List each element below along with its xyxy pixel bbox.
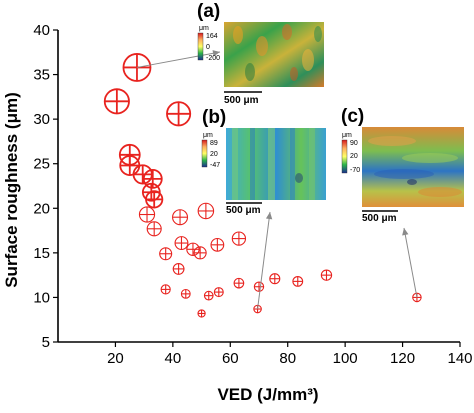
x-tick-label: 60 (222, 350, 239, 367)
inset-arrow (402, 227, 418, 298)
inset-c-cbar-max: 90 (350, 140, 358, 147)
x-tick-label: 80 (279, 350, 296, 367)
inset-arrows (136, 50, 418, 310)
data-point (172, 209, 189, 226)
data-point (193, 246, 207, 260)
data-point (174, 236, 189, 251)
axes (53, 29, 461, 347)
x-tick-label: 40 (165, 350, 182, 367)
y-tick-label: 15 (33, 245, 50, 262)
data-point (138, 206, 156, 223)
inset-c-cbar-mid: 20 (350, 153, 358, 160)
inset-c: (c) μm 90 20 -70 500 μm (341, 106, 464, 224)
inset-a-surface-image (224, 22, 324, 87)
inset-b-label: (b) (202, 107, 226, 128)
inset-b-unit: μm (203, 132, 213, 139)
data-point (253, 281, 265, 292)
inset-b-colorbar (201, 139, 208, 168)
inset-a-unit: μm (199, 25, 209, 32)
inset-a-cbar-mid: 0 (206, 44, 210, 51)
y-axis-title: Surface roughness (μm) (2, 92, 21, 288)
y-tick-label: 40 (33, 22, 50, 39)
inset-b-scale-label: 500 μm (226, 205, 261, 216)
data-point (186, 242, 200, 257)
tick-labels: 20 40 60 80 100 120 140 5 10 15 20 25 30 35 40 (33, 22, 472, 367)
x-tick-label: 120 (390, 350, 415, 367)
inset-arrow (257, 211, 273, 310)
inset-b-cbar-min: -47 (210, 162, 220, 169)
y-tick-label: 25 (33, 156, 50, 173)
inset-a-cbar-min: -200 (206, 55, 220, 62)
inset-c-cbar-min: -70 (350, 167, 360, 174)
data-point (233, 277, 245, 289)
inset-b-cbar-mid: 20 (210, 151, 218, 158)
y-tick-label: 5 (42, 334, 50, 351)
data-point (197, 309, 206, 318)
inset-c-surface-image (362, 127, 464, 207)
inset-b-surface-image (226, 128, 326, 200)
data-point (166, 101, 192, 127)
data-point (180, 288, 191, 299)
inset-c-scale-label: 500 μm (362, 213, 397, 224)
x-axis-title: VED (J/mm³) (217, 385, 318, 404)
inset-b-cbar-max: 89 (210, 140, 218, 147)
inset-a: (a) μm 164 0 -200 500 μm (197, 1, 324, 106)
inset-a-label: (a) (197, 1, 220, 22)
inset-a-cbar-max: 164 (206, 33, 218, 40)
data-point (213, 287, 224, 298)
y-tick-label: 35 (33, 67, 50, 84)
inset-b: (b) μm 89 20 -47 500 μm (201, 107, 326, 216)
data-point (320, 269, 333, 281)
data-point (160, 284, 171, 295)
inset-a-colorbar (197, 32, 204, 61)
y-tick-label: 20 (33, 200, 50, 217)
data-point (269, 273, 281, 285)
inset-c-label: (c) (341, 106, 364, 127)
x-tick-label: 20 (107, 350, 124, 367)
inset-a-scale-label: 500 μm (224, 95, 259, 106)
data-point (145, 190, 164, 209)
data-point (292, 275, 304, 287)
data-point (119, 155, 141, 176)
inset-c-colorbar (341, 139, 348, 174)
inset-c-unit: μm (342, 132, 352, 139)
data-point (172, 262, 185, 275)
data-point (231, 231, 247, 246)
data-point (146, 221, 162, 237)
data-point (132, 164, 153, 185)
y-tick-label: 10 (33, 289, 50, 306)
x-tick-label: 100 (333, 350, 358, 367)
x-tick-label: 140 (447, 350, 472, 367)
data-point (159, 247, 173, 261)
data-point (197, 202, 215, 220)
inset-arrow (136, 50, 221, 68)
data-point (103, 88, 130, 115)
y-tick-label: 30 (33, 111, 50, 128)
data-point (210, 237, 225, 252)
data-point (142, 168, 163, 189)
data-point (203, 290, 214, 301)
